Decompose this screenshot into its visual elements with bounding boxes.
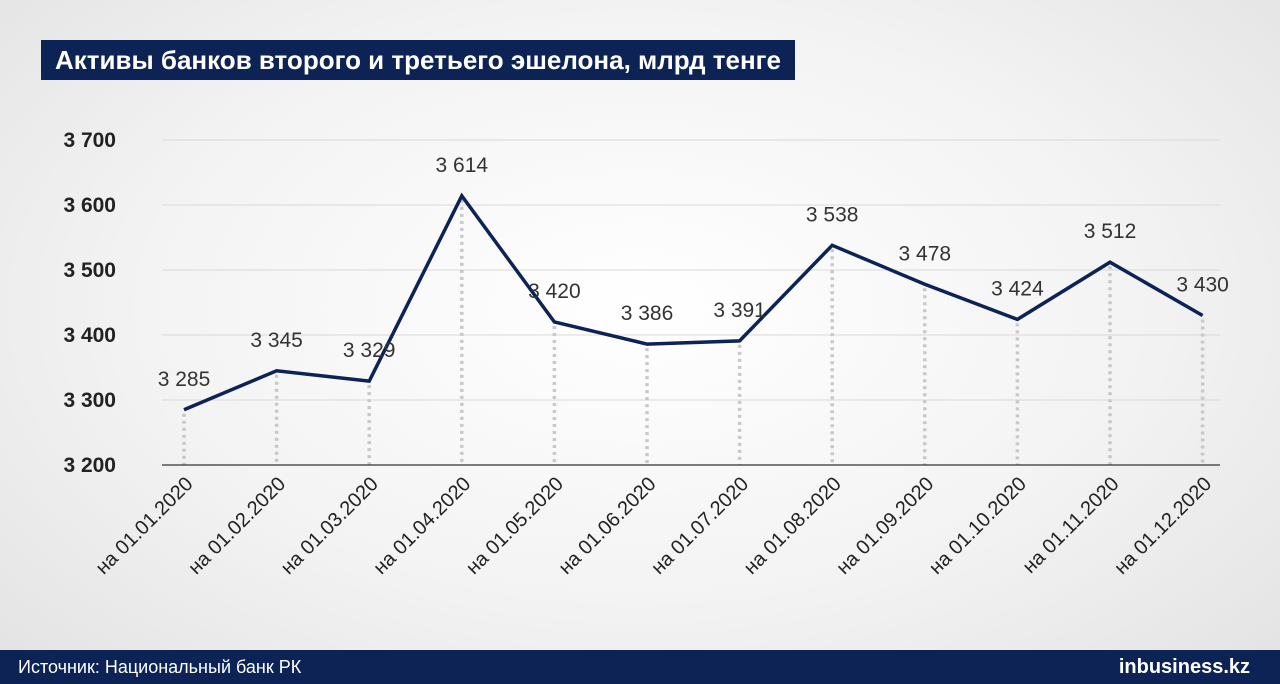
brand-logo: inbusiness.kz bbox=[1118, 656, 1250, 678]
data-label: 3 285 bbox=[158, 368, 211, 391]
x-tick-label: на 01.08.2020 bbox=[740, 473, 846, 579]
data-label: 3 391 bbox=[713, 299, 766, 322]
x-tick-label: на 01.10.2020 bbox=[925, 473, 1031, 579]
data-label: 3 420 bbox=[528, 280, 581, 303]
line-chart: 3 200 3 300 3 400 3 500 3 600 3 700 3 285 3 34… bbox=[63, 129, 1229, 579]
x-tick-label: на 01.02.2020 bbox=[184, 473, 290, 579]
x-tick-label: на 01.11.2020 bbox=[1019, 473, 1124, 578]
footer-bar: Источник: Национальный банк РК inbusines… bbox=[0, 650, 1280, 684]
y-tick-label: 3 400 bbox=[63, 324, 116, 347]
x-tick-label: на 01.04.2020 bbox=[369, 473, 475, 579]
data-label: 3 329 bbox=[343, 339, 396, 362]
data-label: 3 345 bbox=[250, 329, 303, 352]
y-tick-label: 3 300 bbox=[63, 389, 116, 412]
y-tick-label: 3 200 bbox=[63, 454, 116, 477]
x-tick-label: на 01.12.2020 bbox=[1110, 473, 1216, 579]
x-tick-label: на 01.05.2020 bbox=[462, 473, 568, 579]
drop-lines bbox=[182, 199, 1205, 465]
x-tick-label: на 01.09.2020 bbox=[832, 473, 938, 579]
data-label: 3 478 bbox=[899, 242, 952, 265]
grid-lines bbox=[162, 139, 1220, 401]
data-label: 3 512 bbox=[1084, 220, 1137, 243]
x-tick-label: на 01.07.2020 bbox=[647, 473, 753, 579]
y-tick-label: 3 600 bbox=[63, 194, 116, 217]
series-asset-line bbox=[183, 192, 1204, 412]
source-note: Источник: Национальный банк РК bbox=[18, 657, 302, 677]
data-labels: 3 285 3 345 3 329 3 614 3 420 3 386 3 391 3 538… bbox=[158, 154, 1229, 391]
series-line bbox=[183, 192, 1204, 412]
y-tick-label: 3 700 bbox=[63, 129, 116, 152]
data-label: 3 424 bbox=[991, 277, 1044, 300]
chart-title: Активы банков второго и третьего эшелона… bbox=[41, 40, 795, 80]
x-tick-label: на 01.06.2020 bbox=[555, 473, 661, 579]
data-label: 3 430 bbox=[1176, 274, 1229, 297]
data-label: 3 614 bbox=[436, 154, 489, 177]
y-axis-ticks: 3 200 3 300 3 400 3 500 3 600 3 700 bbox=[63, 129, 116, 477]
x-tick-label: на 01.01.2020 bbox=[92, 473, 198, 579]
y-tick-label: 3 500 bbox=[63, 259, 116, 282]
data-label: 3 538 bbox=[806, 203, 859, 226]
x-tick-label: на 01.03.2020 bbox=[277, 473, 383, 579]
data-label: 3 386 bbox=[621, 302, 674, 325]
